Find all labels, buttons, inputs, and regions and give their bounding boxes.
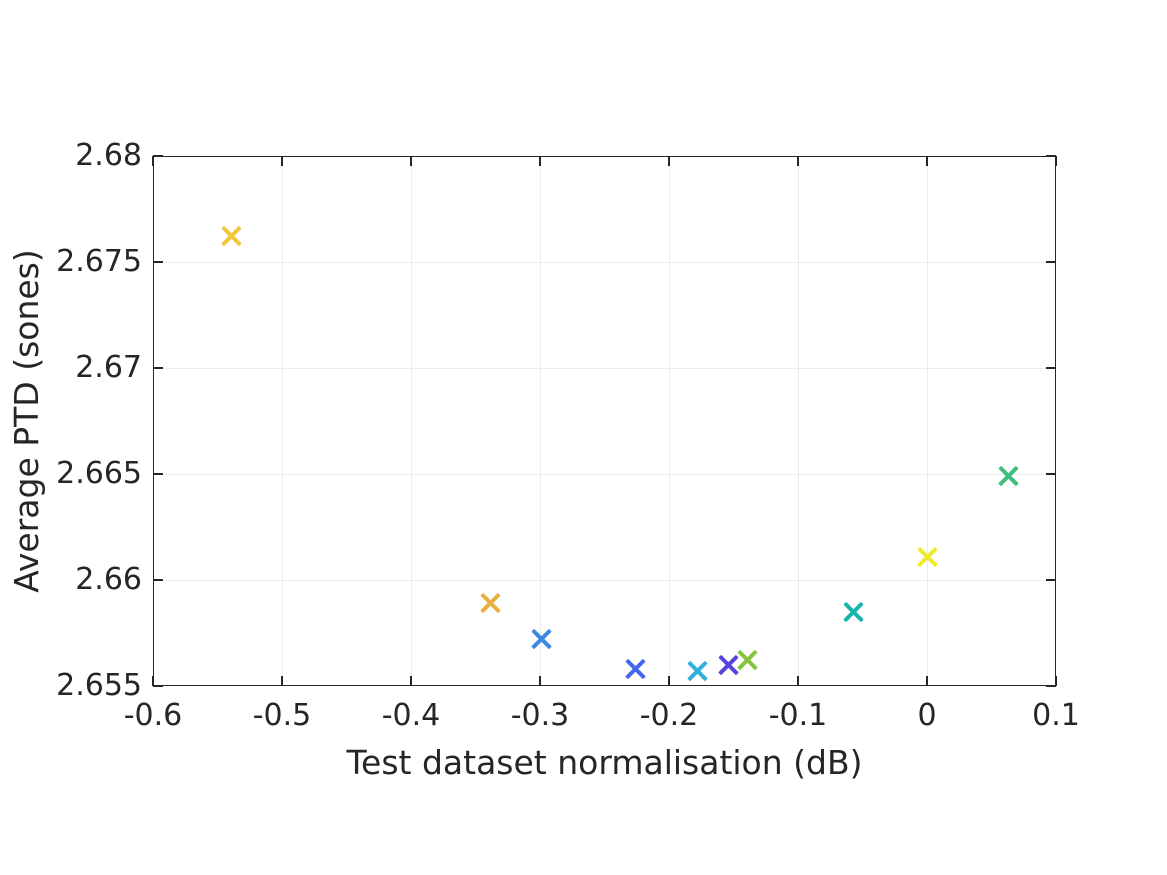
x-tick-label: -0.2	[639, 698, 699, 733]
x-tick-top	[1055, 156, 1057, 166]
x-tick-top	[410, 156, 412, 166]
y-gridline	[153, 367, 1056, 369]
x-gridline	[281, 156, 283, 686]
x-tick-label: -0.3	[510, 698, 570, 733]
x-tick-bottom	[797, 676, 799, 686]
x-tick-top	[926, 156, 928, 166]
y-tick-right	[1046, 685, 1056, 687]
x-tick-label: -0.4	[381, 698, 441, 733]
y-tick-left	[153, 685, 163, 687]
y-tick-left	[153, 261, 163, 263]
x-axis-label: Test dataset normalisation (dB)	[346, 743, 863, 782]
y-gridline	[153, 261, 1056, 263]
x-tick-top	[152, 156, 154, 166]
y-tick-right	[1046, 155, 1056, 157]
y-tick-right	[1046, 367, 1056, 369]
y-tick-label: 2.67	[75, 350, 142, 385]
x-tick-top	[797, 156, 799, 166]
y-gridline	[153, 473, 1056, 475]
y-tick-left	[153, 155, 163, 157]
x-tick-bottom	[668, 676, 670, 686]
x-gridline	[410, 156, 412, 686]
x-tick-label: -0.5	[252, 698, 312, 733]
y-tick-label: 2.68	[75, 138, 142, 173]
y-tick-left	[153, 473, 163, 475]
x-tick-bottom	[926, 676, 928, 686]
x-tick-top	[281, 156, 283, 166]
y-tick-right	[1046, 579, 1056, 581]
y-tick-label: 2.66	[75, 562, 142, 597]
x-tick-label: 0.1	[1032, 698, 1080, 733]
x-tick-label: 0	[917, 698, 937, 733]
x-gridline	[926, 156, 928, 686]
x-gridline	[668, 156, 670, 686]
y-tick-left	[153, 367, 163, 369]
y-tick-right	[1046, 261, 1056, 263]
x-gridline	[797, 156, 799, 686]
y-tick-label: 2.675	[56, 244, 142, 279]
x-tick-top	[668, 156, 670, 166]
x-tick-bottom	[410, 676, 412, 686]
y-tick-right	[1046, 473, 1056, 475]
x-tick-bottom	[539, 676, 541, 686]
x-tick-label: -0.1	[768, 698, 828, 733]
y-tick-label: 2.665	[56, 456, 142, 491]
x-tick-top	[539, 156, 541, 166]
y-tick-left	[153, 579, 163, 581]
x-tick-bottom	[281, 676, 283, 686]
axes-box	[153, 156, 1056, 686]
x-tick-bottom	[1055, 676, 1057, 686]
y-gridline	[153, 579, 1056, 581]
x-tick-label: -0.6	[123, 698, 183, 733]
y-tick-label: 2.655	[56, 668, 142, 703]
x-gridline	[539, 156, 541, 686]
x-tick-bottom	[152, 676, 154, 686]
y-axis-label: Average PTD (sones)	[7, 249, 46, 593]
